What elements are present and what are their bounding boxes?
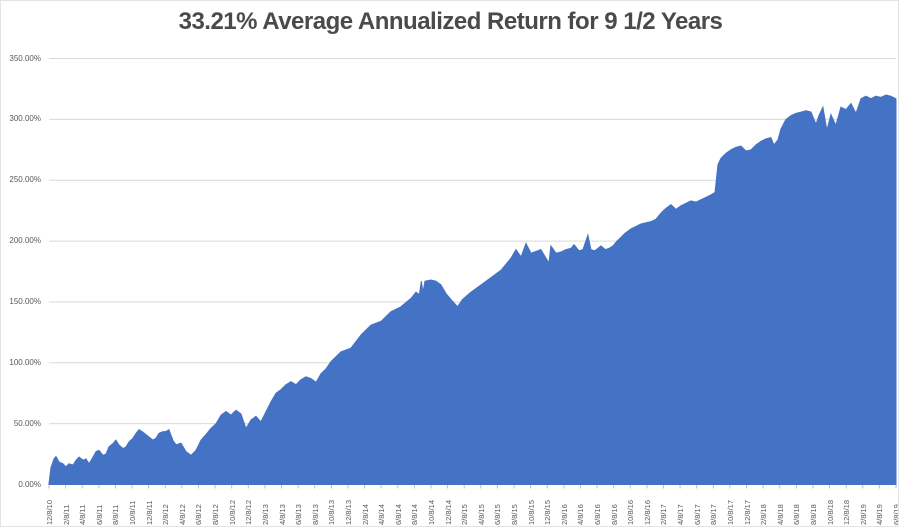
x-axis-label: 4/8/15 bbox=[476, 504, 486, 525]
x-axis-label: 8/8/11 bbox=[111, 504, 121, 525]
x-axis-label: 12/8/17 bbox=[742, 499, 752, 525]
x-axis-label: 8/8/16 bbox=[609, 504, 619, 525]
y-axis-label: 350.00% bbox=[9, 53, 41, 63]
x-axis-label: 2/8/11 bbox=[61, 504, 71, 525]
x-axis-label: 8/8/17 bbox=[709, 504, 719, 525]
x-axis-label: 10/8/16 bbox=[626, 499, 636, 525]
y-axis-label: 150.00% bbox=[9, 296, 41, 306]
x-axis-label: 8/8/13 bbox=[310, 504, 320, 525]
x-axis-label: 6/8/19 bbox=[892, 504, 899, 525]
x-axis-label: 4/8/13 bbox=[277, 504, 287, 525]
x-axis-label: 8/8/12 bbox=[211, 504, 221, 525]
x-axis-label: 6/8/16 bbox=[593, 504, 603, 525]
x-axis-label: 2/8/19 bbox=[858, 504, 868, 525]
x-axis-label: 2/8/13 bbox=[260, 504, 270, 525]
x-axis-label: 12/8/18 bbox=[842, 499, 852, 525]
x-axis-label: 6/8/18 bbox=[792, 504, 802, 525]
x-axis-label: 10/8/11 bbox=[128, 500, 138, 525]
x-axis-label: 6/8/11 bbox=[94, 504, 104, 525]
x-axis-label: 12/8/13 bbox=[343, 499, 353, 525]
x-axis-label: 2/8/16 bbox=[559, 504, 569, 525]
x-axis-label: 10/8/18 bbox=[825, 499, 835, 525]
x-axis-label: 12/8/14 bbox=[443, 499, 453, 525]
x-axis-label: 8/8/14 bbox=[410, 504, 420, 525]
y-axis-label: 300.00% bbox=[9, 114, 41, 124]
x-axis-label: 10/8/13 bbox=[327, 499, 337, 525]
x-axis-label: 2/8/17 bbox=[659, 504, 669, 525]
x-axis-label: 4/8/16 bbox=[576, 504, 586, 525]
x-axis-label: 10/8/17 bbox=[725, 499, 735, 525]
x-axis-label: 12/8/12 bbox=[244, 499, 254, 525]
x-axis-label: 12/8/11 bbox=[144, 500, 154, 525]
x-axis-label: 10/8/12 bbox=[227, 499, 237, 525]
x-axis-label: 4/8/11 bbox=[78, 504, 88, 525]
x-axis-label: 12/8/10 bbox=[45, 499, 54, 525]
x-axis-label: 2/8/12 bbox=[161, 504, 171, 525]
y-axis-label: 50.00% bbox=[13, 418, 41, 428]
x-axis-label: 4/8/19 bbox=[875, 504, 885, 525]
x-axis-label: 4/8/14 bbox=[377, 504, 387, 525]
y-axis-label: 200.00% bbox=[9, 236, 41, 246]
return-area-series bbox=[48, 94, 897, 485]
y-axis-label: 250.00% bbox=[9, 175, 41, 185]
y-axis-label: 100.00% bbox=[9, 357, 41, 367]
x-axis-label: 4/8/17 bbox=[676, 504, 686, 525]
x-axis-label: 8/8/15 bbox=[510, 504, 520, 525]
x-axis-label: 8/8/18 bbox=[808, 504, 818, 525]
x-axis-label: 12/8/16 bbox=[642, 499, 652, 525]
x-axis-label: 6/8/14 bbox=[393, 504, 403, 525]
x-axis-label: 6/8/17 bbox=[692, 504, 702, 525]
x-axis-label: 2/8/15 bbox=[460, 504, 470, 525]
x-axis-label: 2/8/14 bbox=[360, 504, 370, 525]
x-axis-label: 12/8/15 bbox=[543, 499, 553, 525]
chart-title: 33.21% Average Annualized Return for 9 1… bbox=[178, 8, 723, 35]
x-axis-label: 10/8/15 bbox=[526, 499, 536, 525]
x-axis-label: 2/8/18 bbox=[759, 504, 769, 525]
x-axis-label: 6/8/12 bbox=[194, 504, 204, 525]
x-axis-label: 6/8/13 bbox=[294, 504, 304, 525]
x-axis-label: 10/8/14 bbox=[426, 499, 436, 525]
x-axis-label: 4/8/18 bbox=[775, 504, 785, 525]
y-axis-label: 0.00% bbox=[18, 479, 41, 489]
x-axis-label: 6/8/15 bbox=[493, 504, 503, 525]
x-axis-label: 4/8/12 bbox=[177, 504, 187, 525]
